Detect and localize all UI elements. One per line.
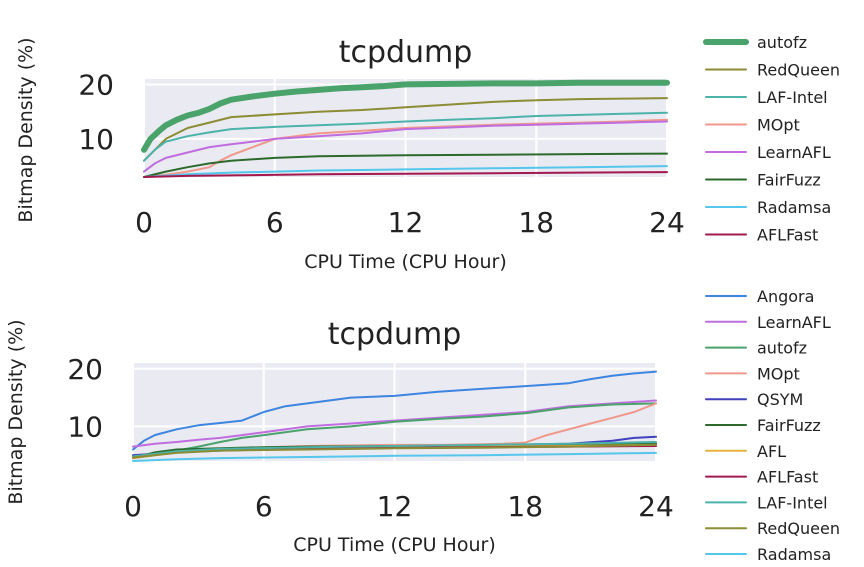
series-line-radamsa: [132, 451, 657, 462]
y-tick-label: 10: [67, 410, 103, 443]
chart-1: tcpdump 0 6 12 18 24 10 20 CPU Time (CPU Hour) Bi…: [15, 33, 840, 273]
series-line-redqueen: [143, 97, 668, 162]
series-line-laf-intel: [143, 111, 668, 162]
legend-label: FairFuzz: [757, 416, 821, 435]
x-axis-label: CPU Time (CPU Hour): [293, 534, 495, 556]
chart-title: tcpdump: [339, 35, 473, 70]
legend-label: autofz: [757, 339, 807, 358]
legend-label: MOpt: [757, 116, 800, 135]
x-tick-label: 24: [649, 206, 685, 239]
y-tick-label: 10: [78, 123, 114, 156]
x-axis-label: CPU Time (CPU Hour): [304, 251, 506, 273]
legend-label: AFLFast: [757, 468, 818, 487]
legend: autofz RedQueen LAF-Intel MOpt LearnAFL FairF…: [703, 33, 840, 245]
series-line-radamsa: [143, 165, 668, 178]
y-axis-label: Bitmap Density (%): [15, 37, 37, 222]
series-line-mopt: [143, 118, 668, 178]
series-line-fairfuzz: [143, 152, 668, 178]
legend-label: QSYM: [757, 390, 803, 409]
series-line-angora: [132, 370, 657, 451]
legend-label: Radamsa: [757, 545, 831, 564]
x-tick-label: 0: [124, 490, 142, 523]
series-line-aflfast: [143, 171, 668, 178]
legend-label: FairFuzz: [757, 171, 821, 190]
chart-2: tcpdump 0 6 12 18 24 10 20 CPU Time (CPU Hour) Bi…: [5, 287, 840, 564]
legend-label: LearnAFL: [757, 143, 831, 162]
legend-label: AFLFast: [757, 226, 818, 245]
x-tick-label: 18: [507, 490, 543, 523]
legend-label: AFL: [757, 442, 786, 461]
series-line-laf-intel: [132, 441, 657, 458]
x-tick-label: 12: [377, 490, 413, 523]
chart-title: tcpdump: [328, 317, 462, 352]
legend-label: Angora: [757, 287, 814, 306]
series-line-autofz: [141, 79, 670, 153]
x-tick-label: 6: [255, 490, 273, 523]
y-tick-label: 20: [78, 68, 114, 101]
series-line-learnafl: [132, 399, 657, 448]
x-tick-label: 18: [518, 206, 554, 239]
x-tick-label: 12: [388, 206, 424, 239]
series-line-redqueen: [132, 443, 657, 459]
x-tick-label: 6: [266, 206, 284, 239]
legend-label: autofz: [757, 33, 807, 52]
x-tick-label: 0: [135, 206, 153, 239]
legend-label: Radamsa: [757, 198, 831, 217]
legend-label: LearnAFL: [757, 313, 831, 332]
series-line-learnafl: [143, 120, 668, 173]
y-tick-label: 20: [67, 353, 103, 386]
legend-label: RedQueen: [757, 61, 840, 80]
y-axis-label: Bitmap Density (%): [5, 319, 27, 504]
legend-label: LAF-Intel: [757, 88, 828, 107]
legend: Angora LearnAFL autofz MOpt QSYM FairFuzz AFL A…: [705, 287, 840, 564]
legend-label: LAF-Intel: [757, 493, 828, 512]
legend-label: MOpt: [757, 364, 800, 383]
legend-label: RedQueen: [757, 519, 840, 538]
x-tick-label: 24: [638, 490, 674, 523]
